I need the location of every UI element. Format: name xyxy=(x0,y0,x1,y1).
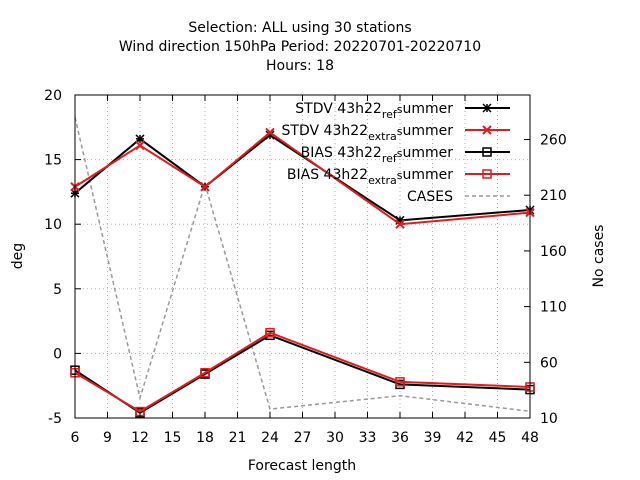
legend-subscript: s xyxy=(397,169,403,182)
x-tick-label: 24 xyxy=(261,430,279,446)
title-line-1: Selection: ALL using 30 stations xyxy=(188,20,411,36)
x-tick-label: 39 xyxy=(424,430,442,446)
data-point xyxy=(265,130,275,140)
x-tick-label: 30 xyxy=(326,430,344,446)
series-line xyxy=(74,131,531,226)
x-tick-label: 15 xyxy=(164,430,182,446)
legend-text: BIAS 43h22 xyxy=(301,145,382,161)
data-point xyxy=(265,327,275,338)
legend-entry: CASES xyxy=(407,189,510,205)
legend-subscript: s xyxy=(397,103,403,116)
data-point xyxy=(265,127,275,138)
y2-ticks: 10 60 110 160 210 260 xyxy=(524,133,567,427)
y-ticks: -5 0 5 10 15 20 xyxy=(44,88,81,427)
legend-marker xyxy=(482,103,492,113)
x-tick-label: 27 xyxy=(294,430,312,446)
legend-text: BIAS 43h22 xyxy=(287,167,368,183)
y-axis-label: deg xyxy=(10,243,26,269)
x-tick-label: 33 xyxy=(359,430,377,446)
legend-label: CASES xyxy=(407,189,453,205)
legend-label: BIAS 43h22extrasummer xyxy=(287,167,453,187)
y2-tick-label: 60 xyxy=(540,355,558,371)
data-point xyxy=(200,182,210,192)
series-layer xyxy=(70,117,535,418)
legend-label: STDV 43h22extrasummer xyxy=(282,123,454,143)
y2-axis-label: No cases xyxy=(591,225,607,288)
x-tick-label: 45 xyxy=(489,430,507,446)
legend-text: ummer xyxy=(402,167,453,183)
legend-subscript: extra xyxy=(368,174,397,187)
y2-tick-label: 210 xyxy=(540,188,567,204)
data-point xyxy=(395,215,405,225)
legend-subscript: ref xyxy=(382,108,398,121)
legend-subscript: s xyxy=(397,125,403,138)
x-tick-label: 36 xyxy=(391,430,409,446)
legend-text: ummer xyxy=(402,123,453,139)
series-3 xyxy=(70,327,535,417)
x-tick-label: 42 xyxy=(456,430,474,446)
chart-title: Selection: ALL using 30 stations Wind di… xyxy=(119,20,481,74)
x-tick-label: 48 xyxy=(521,430,539,446)
x-tick-label: 21 xyxy=(229,430,247,446)
y2-tick-label: 110 xyxy=(540,300,567,316)
legend-entry: BIAS 43h22refsummer xyxy=(301,145,510,165)
y-tick-label: 5 xyxy=(53,282,62,298)
y2-tick-label: 10 xyxy=(540,411,558,427)
legend-label: STDV 43h22refsummer xyxy=(295,101,453,121)
series-4 xyxy=(74,117,531,413)
legend-marker xyxy=(482,125,492,135)
legend-label: BIAS 43h22refsummer xyxy=(301,145,454,165)
y-tick-label: -5 xyxy=(48,411,62,427)
legend-marker xyxy=(482,147,492,157)
legend-text: STDV 43h22 xyxy=(295,101,382,117)
y-tick-label: 10 xyxy=(44,217,62,233)
title-line-2: Wind direction 150hPa Period: 20220701-2… xyxy=(119,39,481,55)
data-point xyxy=(200,368,210,378)
legend-entry: STDV 43h22extrasummer xyxy=(282,123,510,143)
x-tick-label: 12 xyxy=(131,430,149,446)
legend-text: CASES xyxy=(407,189,453,205)
y2-tick-label: 260 xyxy=(540,133,567,149)
legend-entry: BIAS 43h22extrasummer xyxy=(287,167,510,187)
data-point xyxy=(135,134,145,144)
x-axis-label: Forecast length xyxy=(248,458,356,474)
title-line-3: Hours: 18 xyxy=(266,58,334,74)
series-line xyxy=(74,331,531,413)
x-tick-label: 6 xyxy=(71,430,80,446)
legend-text: STDV 43h22 xyxy=(282,123,369,139)
legend-text: ummer xyxy=(402,145,453,161)
series-line xyxy=(74,117,531,413)
y-tick-label: 15 xyxy=(44,153,62,169)
legend-subscript: extra xyxy=(368,130,397,143)
x-tick-label: 9 xyxy=(103,430,112,446)
y-tick-label: 0 xyxy=(53,346,62,362)
data-point xyxy=(395,219,405,229)
legend-text: ummer xyxy=(402,101,453,117)
data-point xyxy=(135,140,145,151)
y2-tick-label: 160 xyxy=(540,244,567,260)
x-ticks: 6 9 12 15 18 21 24 27 30 33 36 39 42 45 48 xyxy=(71,95,539,446)
series-line xyxy=(74,334,531,415)
legend-marker xyxy=(482,169,492,179)
data-point xyxy=(395,377,405,387)
y-tick-label: 20 xyxy=(44,88,62,104)
legend-subscript: s xyxy=(397,147,403,160)
x-tick-label: 18 xyxy=(196,430,214,446)
legend-subscript: ref xyxy=(382,152,398,165)
legend-entry: STDV 43h22refsummer xyxy=(295,101,510,121)
